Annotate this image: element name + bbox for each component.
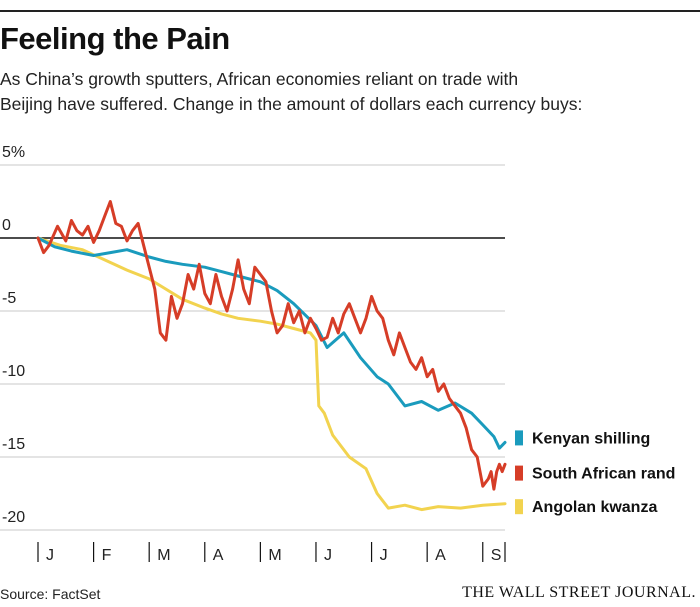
publisher-logo: THE WALL STREET JOURNAL.: [462, 584, 696, 601]
chart-subtitle: As China’s growth sputters, African econ…: [0, 67, 700, 117]
y-tick-label: -10: [2, 363, 25, 380]
y-tick-label: -20: [2, 509, 25, 526]
subtitle-line-1: As China’s growth sputters, African econ…: [0, 69, 519, 89]
page-title: Feeling the Pain: [0, 21, 230, 56]
x-tick-label: F: [102, 547, 112, 564]
series-line-kenyan-shilling: [36, 236, 507, 450]
legend-swatch: [515, 465, 523, 481]
legend-layer: Kenyan shilling South African rand Angolan…: [515, 430, 675, 516]
series-layer: [36, 200, 507, 512]
grid-layer: [0, 164, 505, 531]
tick-layer: 5% 0 -5 -10 -15 -20 J F M A M J J A S: [2, 144, 506, 564]
subtitle-line-2: Beijing have suffered. Change in the amo…: [0, 94, 583, 114]
x-tick-label: M: [157, 547, 170, 564]
x-tick-label: M: [268, 547, 281, 564]
x-tick-label: J: [380, 547, 388, 564]
legend-swatch: [515, 499, 523, 515]
x-tick-label: J: [46, 547, 54, 564]
line-chart: 5% 0 -5 -10 -15 -20 J F M A M J J A S Kenyan shilling S…: [0, 144, 675, 564]
x-tick-label: A: [213, 547, 224, 564]
legend-label: South African rand: [532, 466, 675, 483]
source-note: Source: FactSet: [0, 586, 101, 602]
x-tick-label: A: [435, 547, 446, 564]
x-tick-label: S: [491, 547, 502, 564]
top-rule: [0, 10, 700, 12]
x-tick-label: J: [324, 547, 332, 564]
legend-swatch: [515, 430, 523, 446]
series-line-south-african-rand: [36, 200, 507, 491]
y-tick-label: -15: [2, 436, 25, 453]
series-line-angolan-kwanza: [36, 236, 507, 512]
legend-label: Kenyan shilling: [532, 430, 650, 447]
legend-label: Angolan kwanza: [532, 499, 657, 516]
y-tick-label: 5%: [2, 144, 25, 161]
y-tick-label: -5: [2, 290, 16, 307]
y-tick-label: 0: [2, 217, 11, 234]
